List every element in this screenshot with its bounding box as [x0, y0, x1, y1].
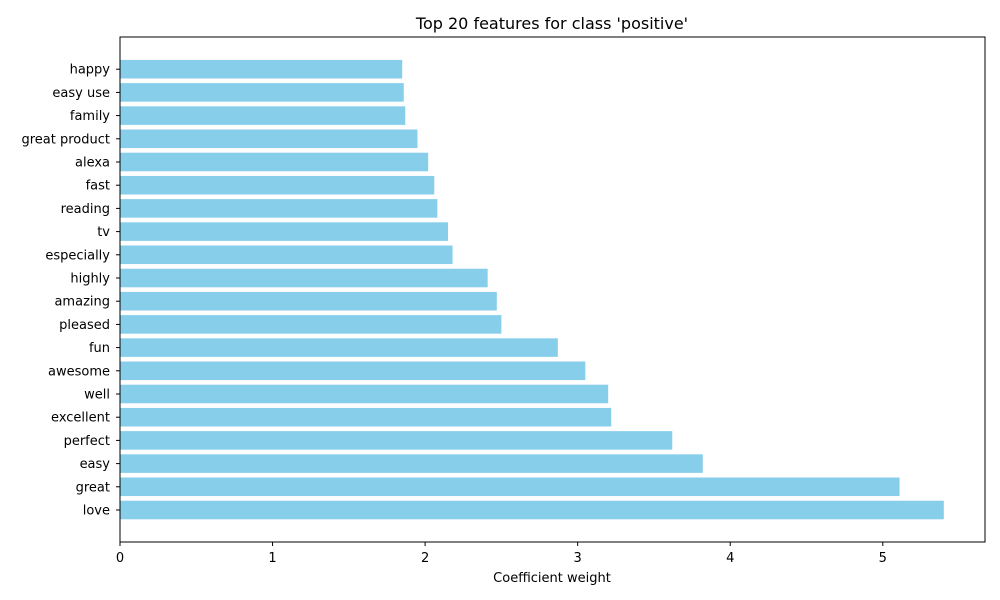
y-axis: love great easy perfect excellent well awesome… [21, 63, 120, 519]
y-tick-label-perfect: perfect [64, 434, 110, 449]
y-tick-label-especially: especially [45, 248, 110, 263]
y-tick-label-amazing: amazing [54, 295, 110, 310]
x-axis: 0 1 2 3 4 5 [116, 542, 887, 566]
y-tick-label-pleased: pleased [59, 318, 110, 333]
y-tick-label-tv: tv [97, 225, 110, 240]
bar-easy-use [120, 83, 404, 102]
y-tick-label-excellent: excellent [51, 411, 110, 426]
y-tick-label-highly: highly [70, 272, 110, 287]
bar-amazing [120, 291, 497, 311]
x-tick-label: 0 [116, 551, 124, 566]
bar-great [120, 477, 900, 497]
bar-pleased [120, 315, 502, 334]
x-tick-label: 2 [421, 551, 429, 566]
y-tick-label-awesome: awesome [48, 364, 110, 379]
bar-awesome [120, 361, 586, 381]
y-tick-label-family: family [70, 109, 110, 124]
bar-perfect [120, 431, 673, 450]
bar-tv [120, 222, 448, 241]
y-tick-label-well: well [84, 388, 110, 403]
plot-frame [119, 36, 986, 543]
y-tick-label-fast: fast [86, 179, 110, 194]
y-tick-label-fun: fun [89, 341, 110, 356]
y-tick-label-easy-use: easy use [52, 86, 110, 101]
bar-fun [120, 338, 558, 357]
bar-highly [120, 268, 488, 288]
bar-well [120, 384, 609, 404]
y-tick-label-happy: happy [70, 63, 111, 78]
bar-especially [120, 245, 453, 265]
y-tick-label-love: love [83, 504, 110, 519]
x-tick-label: 4 [726, 551, 734, 566]
bar-family [120, 106, 406, 125]
x-tick-label: 1 [268, 551, 276, 566]
bar-reading [120, 199, 438, 218]
bar-alexa [120, 152, 429, 172]
y-tick-label-reading: reading [61, 202, 110, 217]
x-tick-label: 5 [879, 551, 887, 566]
bar-excellent [120, 407, 612, 427]
bars-group [120, 59, 944, 520]
bar-fast [120, 175, 435, 195]
y-tick-label-alexa: alexa [75, 156, 110, 171]
bar-happy [120, 59, 403, 79]
y-tick-label-great-product: great product [21, 132, 110, 147]
bar-great-product [120, 129, 418, 149]
x-tick-label: 3 [574, 551, 582, 566]
bar-love [120, 500, 944, 520]
bar-easy [120, 454, 703, 473]
x-axis-label: Coefficient weight [493, 571, 611, 586]
chart-title: Top 20 features for class 'positive' [415, 14, 688, 33]
y-tick-label-easy: easy [80, 457, 111, 472]
y-tick-label-great: great [76, 480, 110, 495]
